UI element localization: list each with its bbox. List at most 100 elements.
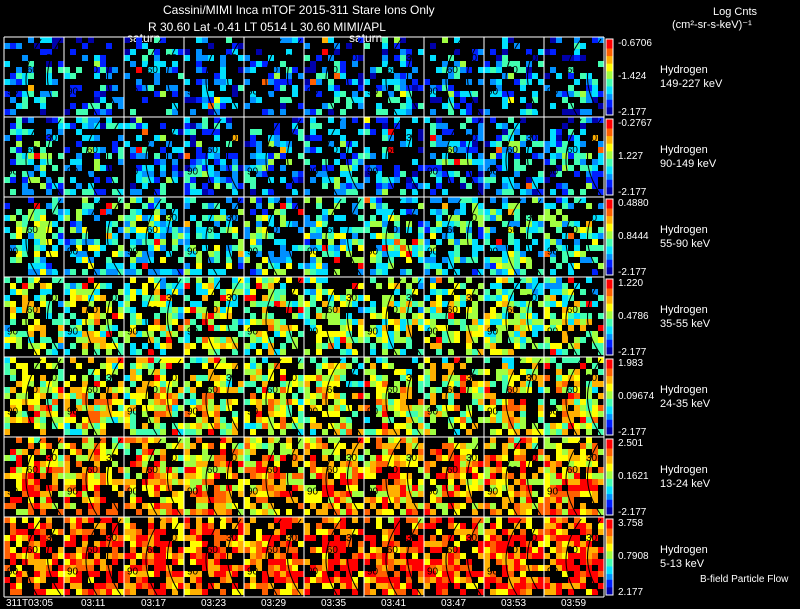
pixel [238,455,244,461]
field-line [445,438,462,516]
pixel [232,85,238,91]
pixel [334,437,340,443]
pixel [100,363,106,369]
pixel [70,283,76,289]
pixel [214,103,220,109]
pixel [58,375,64,381]
pixel [154,369,160,375]
field-line [565,278,582,356]
pixel [118,103,124,109]
pixel [322,363,328,369]
pixel [556,497,562,503]
pixel [298,103,304,109]
pixel [16,479,22,485]
overlay-label: 60 [387,305,399,316]
overlay-label: 30 [346,133,358,144]
pixel [64,301,70,307]
pixel [376,331,382,337]
pixel [598,37,604,43]
pixel [550,203,556,209]
pixel [472,245,478,251]
pixel [22,289,28,295]
pixel [406,227,412,233]
overlay-label: 90 [367,167,379,178]
colorbar-segment [606,353,613,356]
pixel [22,73,28,79]
pixel [460,491,466,497]
pixel [256,337,262,343]
pixel [214,411,220,417]
pixel [352,141,358,147]
pixel [532,369,538,375]
pixel [334,313,340,319]
pixel [88,37,94,43]
pixel [136,67,142,73]
pixel [544,437,550,443]
pixel [52,455,58,461]
pixel [34,583,40,589]
pixel [508,91,514,97]
pixel [28,269,34,275]
pixel [16,553,22,559]
pixel [64,485,70,491]
pixel [478,369,484,375]
pixel [490,405,496,411]
pixel [382,429,388,435]
overlay-label: 90 [367,247,379,258]
pixel [382,203,388,209]
pixel [52,209,58,215]
pixel [268,399,274,405]
pixel [412,357,418,363]
pixel [322,387,328,393]
pixel [196,37,202,43]
pixel [550,277,556,283]
field-line [467,438,482,516]
pixel [346,239,352,245]
pixel [124,227,130,233]
overlay-label: 60 [27,385,39,396]
pixel [364,117,370,123]
pixel [202,165,208,171]
pixel [286,37,292,43]
pixel [124,417,130,423]
pixel [40,449,46,455]
pixel [10,369,16,375]
pixel [436,491,442,497]
pixel [274,289,280,295]
overlay-label: 90 [487,87,499,98]
pixel [418,467,424,473]
pixel [340,301,346,307]
pixel [280,215,286,221]
pixel [118,405,124,411]
pixel [430,411,436,417]
pixel [82,233,88,239]
pixel [112,411,118,417]
pixel [28,547,34,553]
pixel [334,497,340,503]
pixel [184,467,190,473]
pixel [574,239,580,245]
pixel [538,387,544,393]
pixel [598,473,604,479]
overlay-label: 60 [207,145,219,156]
pixel [160,399,166,405]
pixel [130,197,136,203]
pixel [34,559,40,565]
pixel [322,503,328,509]
pixel [346,429,352,435]
pixel [394,117,400,123]
pixel [190,491,196,497]
overlay-label: 30 [586,453,598,464]
pixel [328,343,334,349]
pixel [196,165,202,171]
pixel [406,269,412,275]
pixel [418,479,424,485]
pixel [130,485,136,491]
pixel [484,325,490,331]
pixel [208,319,214,325]
pixel [196,473,202,479]
pixel [496,85,502,91]
pixel [568,313,574,319]
pixel [328,233,334,239]
pixel [4,565,10,571]
